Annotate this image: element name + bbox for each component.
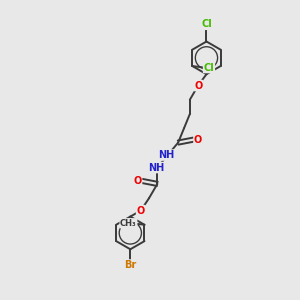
Text: O: O (136, 206, 145, 216)
Text: NH: NH (148, 163, 164, 172)
Text: Cl: Cl (201, 19, 212, 29)
Text: O: O (194, 80, 202, 91)
Text: NH: NH (158, 150, 174, 160)
Text: O: O (133, 176, 142, 186)
Text: Cl: Cl (204, 62, 214, 73)
Text: O: O (194, 135, 202, 145)
Text: CH₃: CH₃ (120, 219, 137, 228)
Text: Br: Br (124, 260, 136, 270)
